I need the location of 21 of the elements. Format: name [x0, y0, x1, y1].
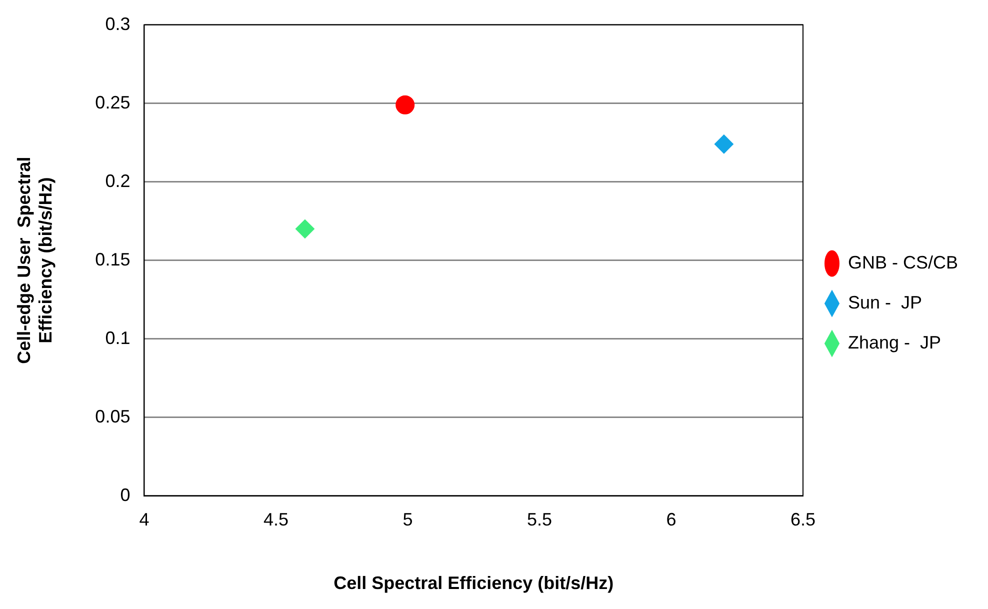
y-tick-label: 0.25 [95, 92, 130, 112]
x-tick-label: 6.5 [790, 510, 816, 530]
x-tick-label: 5 [402, 510, 413, 530]
legend-label: Sun - JP [848, 292, 922, 312]
x-tick-label: 4 [139, 510, 150, 530]
y-tick-label: 0.05 [95, 406, 130, 426]
y-tick-label: 0.2 [105, 170, 130, 191]
x-tick-label: 4.5 [263, 510, 288, 530]
legend-label: Zhang - JP [848, 332, 942, 352]
legend-label: GNB - CS/CB [848, 252, 958, 272]
y-tick-label: 0.3 [105, 14, 130, 34]
x-tick-label: 5.5 [526, 510, 552, 530]
x-axis-title: Cell Spectral Efficiency (bit/s/Hz) [334, 573, 614, 594]
y-tick-label: 0.15 [95, 249, 130, 270]
y-axis-title: Cell-edge User Spectral Efficiency (bit/s/Hz) [14, 156, 56, 364]
point [714, 134, 734, 154]
point [295, 219, 314, 238]
point [396, 95, 415, 114]
x-tick-label: 6 [666, 510, 676, 530]
y-tick-label: 0 [120, 484, 130, 505]
y-tick-label: 0.1 [105, 328, 130, 348]
